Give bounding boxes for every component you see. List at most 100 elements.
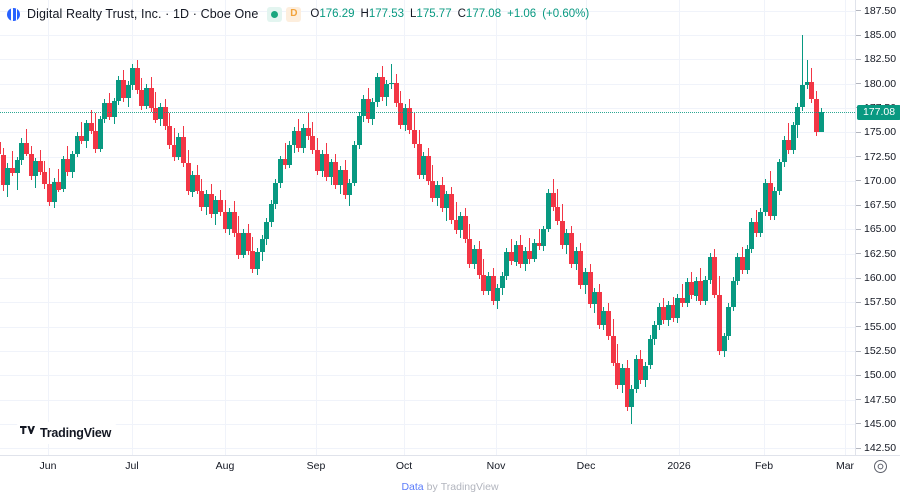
candle-body (749, 221, 755, 249)
candle-body (578, 250, 584, 285)
price-tick-mark (856, 350, 861, 352)
candle-body (83, 122, 89, 141)
gridline-horizontal (0, 423, 855, 425)
gridline-horizontal (0, 278, 855, 280)
candle-body (509, 251, 514, 262)
time-tick-label: Oct (395, 460, 413, 472)
candle-body (439, 184, 445, 208)
candle-body (499, 276, 505, 288)
candle-body (800, 84, 805, 107)
candle-body (287, 144, 293, 166)
time-tick-label: Jun (39, 460, 57, 472)
symbol-title[interactable]: Digital Realty Trust, Inc. · 1D · Cboe O… (27, 7, 259, 21)
gridline-vertical (845, 0, 846, 455)
gridline-horizontal (0, 205, 855, 207)
price-tick-text: 187.50 (864, 4, 897, 17)
price-tick-text: 167.50 (864, 199, 897, 212)
candle-body (763, 182, 769, 212)
candle-wick (12, 150, 13, 176)
candle-body (776, 162, 782, 191)
ohlc-open-value: 176.29 (319, 8, 355, 20)
time-tick-label: Mar (835, 460, 855, 472)
candle-body (633, 358, 639, 389)
candle-body (254, 251, 260, 270)
candle-body (213, 200, 219, 214)
candle-wick (90, 109, 92, 135)
footer-data-link[interactable]: Data (401, 481, 424, 493)
price-tick-label: 182.50 (856, 52, 900, 66)
candle-body (596, 291, 602, 325)
candle-body (222, 211, 228, 230)
candle-body (481, 275, 487, 291)
candlestick-plot[interactable] (0, 0, 855, 455)
candle-body (707, 256, 713, 280)
candle-body (772, 190, 778, 216)
gridline-vertical (316, 0, 317, 455)
price-tick-text: 180.00 (864, 77, 897, 90)
candle-body (319, 153, 325, 172)
candle-body (305, 128, 311, 137)
candle-body (453, 219, 459, 231)
candle-body (250, 250, 256, 270)
ohlc-close-value: 177.08 (465, 8, 502, 20)
footer-by-label: by (426, 481, 438, 493)
candle-body (490, 276, 496, 302)
candle-body (0, 141, 2, 155)
candle-body (296, 131, 302, 148)
candle-body (430, 180, 436, 199)
gridline-vertical (48, 0, 49, 455)
candle-body (60, 159, 66, 190)
candle-body (679, 297, 685, 304)
ohlc-high-label: H (360, 8, 369, 20)
price-tick-text: 142.50 (864, 442, 897, 455)
time-axis[interactable]: Jun Jul Aug Sep Oct Nov Dec 2026 Feb Mar (0, 455, 900, 476)
candle-body (504, 251, 510, 277)
gridline-horizontal (0, 35, 855, 36)
price-tick-text: 160.00 (864, 272, 897, 285)
time-tick-label: Aug (215, 460, 235, 472)
candle-body (259, 239, 265, 252)
candle-body (162, 106, 168, 127)
candle-body (689, 281, 695, 296)
candle-wick (681, 283, 683, 308)
interval-badge[interactable]: D (286, 6, 302, 22)
candle-body (698, 281, 704, 302)
candle-body (204, 193, 209, 208)
price-tick-text: 145.00 (864, 417, 897, 430)
price-axis[interactable]: 187.50185.00182.50180.00177.50175.00172.… (855, 0, 900, 455)
chart-container[interactable]: 187.50185.00182.50180.00177.50175.00172.… (0, 0, 900, 476)
ohlc-open-label: O (310, 8, 320, 20)
current-price-badge[interactable]: 177.08 (857, 104, 900, 120)
candle-body (333, 162, 339, 185)
price-tick-mark (856, 326, 861, 328)
candle-body (606, 311, 611, 337)
tradingview-watermark: TradingView (13, 422, 121, 444)
change-absolute: +1.06 (507, 8, 537, 20)
current-price-line (0, 112, 855, 113)
candle-body (495, 287, 501, 302)
candle-body (314, 149, 320, 172)
candle-body (647, 339, 653, 366)
candle-body (388, 82, 394, 84)
price-tick-mark (856, 34, 861, 36)
gear-icon[interactable] (873, 459, 888, 474)
price-tick-label: 187.50 (856, 4, 900, 18)
gridline-horizontal (0, 302, 855, 304)
candle-body (51, 181, 57, 203)
candle-body (70, 153, 76, 173)
price-tick-mark (856, 10, 861, 12)
price-tick-mark (856, 156, 861, 157)
candle-body (592, 291, 598, 305)
candle-body (624, 367, 630, 408)
price-tick-label: 152.50 (856, 344, 900, 358)
candle-body (351, 144, 357, 183)
candle-body (421, 155, 427, 175)
gridline-horizontal (0, 399, 855, 401)
candle-wick (557, 188, 559, 225)
gridline-horizontal (0, 448, 855, 450)
price-tick-label: 175.00 (856, 125, 900, 139)
price-tick-label: 165.00 (856, 222, 900, 236)
candle-body (462, 215, 468, 240)
price-tick-mark (856, 228, 861, 230)
gridline-horizontal (0, 229, 855, 231)
